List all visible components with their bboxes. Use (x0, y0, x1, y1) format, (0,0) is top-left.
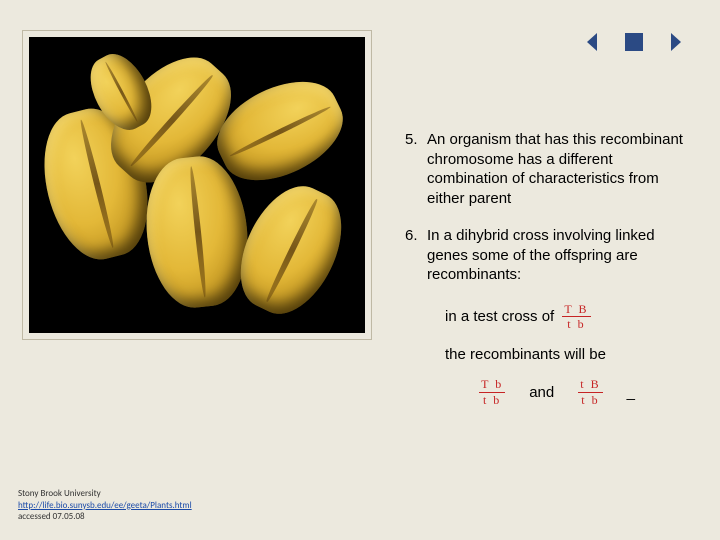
image-frame (22, 30, 372, 340)
nav-arrows (586, 32, 682, 52)
next-arrow-icon[interactable] (654, 32, 682, 52)
credit-source: Stony Brook University (18, 488, 192, 499)
credit-accessed: accessed 07.05.08 (18, 511, 192, 522)
recombinants-row: T b t b and t B t b _ (445, 378, 665, 406)
testcross-genotype: T B t b (562, 303, 590, 331)
recombinants-label: the recombinants will be (445, 345, 690, 365)
point-6: 6. In a dihybrid cross involving linked … (405, 226, 690, 285)
point-5: 5. An organism that has this recombinant… (405, 130, 690, 208)
point-5-body: An organism that has this recombinant ch… (427, 130, 690, 208)
prev-arrow-icon[interactable] (586, 32, 614, 52)
credit-link[interactable]: http://life.bio.sunysb.edu/ee/geeta/Plan… (18, 500, 192, 511)
image-credit: Stony Brook University http://life.bio.s… (18, 488, 192, 522)
and-label: and (529, 383, 554, 403)
recombinant-2: t B t b (578, 378, 602, 406)
testcross-label: in a test cross of (445, 308, 554, 325)
point-6-body: In a dihybrid cross involving linked gen… (427, 226, 690, 285)
recombinant-1: T b t b (479, 378, 505, 406)
testcross-line: in a test cross of T B t b (445, 303, 690, 331)
point-5-number: 5. (405, 130, 427, 208)
trailing-underscore: _ (627, 383, 635, 403)
stop-icon[interactable] (620, 32, 648, 52)
text-column: 5. An organism that has this recombinant… (405, 130, 690, 406)
point-6-number: 6. (405, 226, 427, 285)
pollen-image (29, 37, 365, 333)
